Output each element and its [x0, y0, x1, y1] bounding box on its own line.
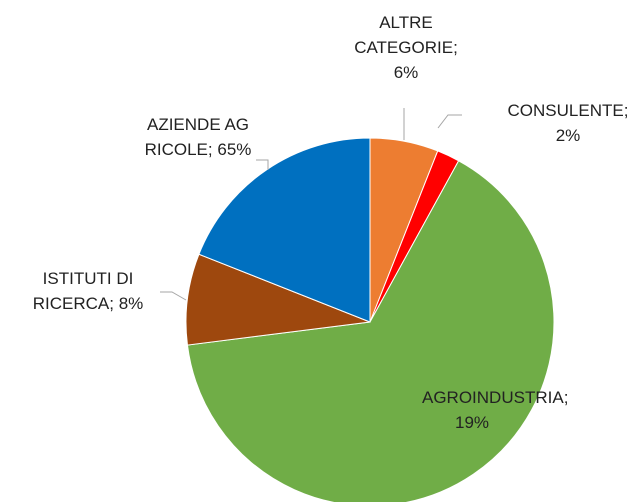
label-category: AZIENDE AGRICOLE: [144, 115, 250, 159]
label-value: 2%: [555, 126, 581, 145]
label-separator: ;: [109, 294, 114, 313]
data-label: CONSULENTE; 2%: [493, 98, 641, 148]
label-value: 65%: [217, 140, 252, 159]
slice: [198, 137, 371, 323]
data-label: ALTRE CATEGORIE; 6%: [351, 10, 461, 85]
data-label: ISTITUTI DI RICERCA; 8%: [23, 266, 153, 316]
slice: [185, 253, 371, 346]
label-separator: ;: [453, 38, 458, 57]
slices: [185, 137, 555, 502]
label-category: ALTRE CATEGORIE: [354, 13, 454, 57]
leader-line: [160, 291, 187, 301]
label-separator: ;: [207, 140, 213, 159]
data-label: AGROINDUSTRIA; 19%: [422, 385, 568, 435]
label-category: CONSULENTE: [507, 101, 624, 120]
label-value: 6%: [393, 63, 419, 82]
label-category: AGROINDUSTRIA: [422, 388, 564, 407]
label-category: ISTITUTI DI RICERCA: [32, 269, 134, 313]
label-separator: ;: [563, 388, 569, 407]
data-label: AZIENDE AGRICOLE; 65%: [144, 112, 252, 162]
label-value: 8%: [118, 294, 144, 313]
label-value: 19%: [454, 413, 490, 432]
leader-line: [256, 159, 269, 170]
slice: [186, 160, 555, 502]
label-separator: ;: [623, 101, 629, 120]
leader-line: [437, 114, 462, 129]
